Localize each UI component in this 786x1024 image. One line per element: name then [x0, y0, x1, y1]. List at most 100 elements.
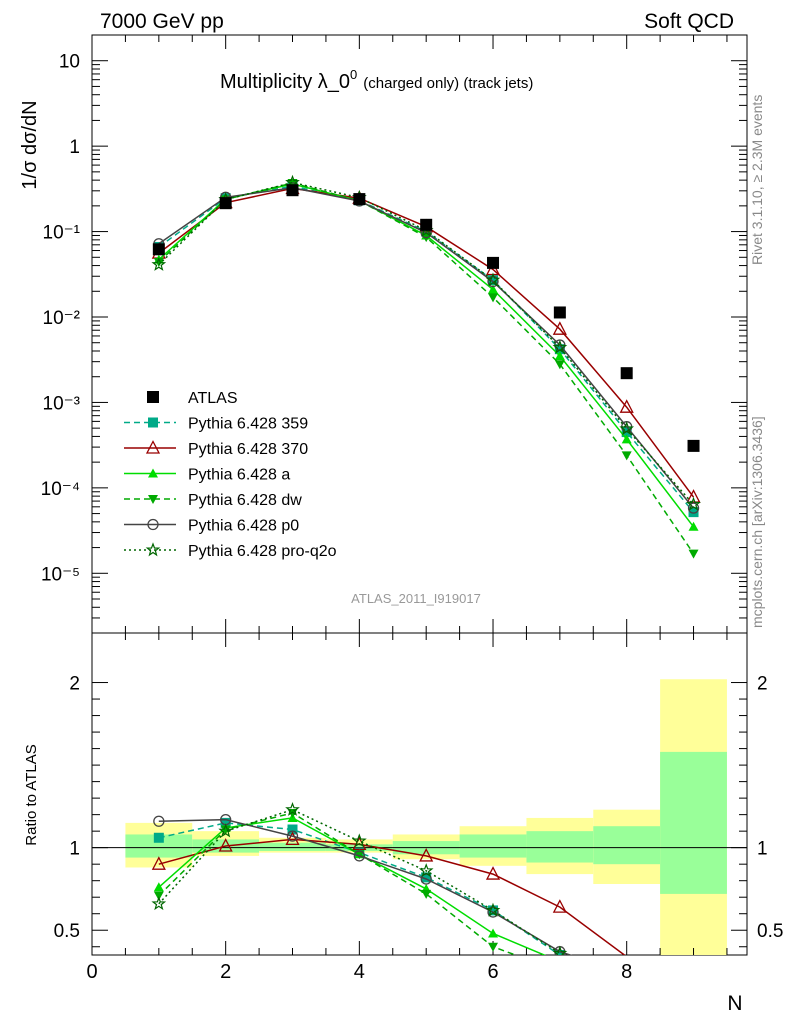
- ratio-tick-label-right: 1: [757, 839, 768, 860]
- series-point-5: [686, 496, 701, 511]
- y-tick-label: 10⁻¹: [43, 223, 81, 244]
- ratio-point-2: [153, 882, 164, 892]
- x-tick-label: 6: [487, 961, 498, 983]
- legend-label-3: Pythia 6.428 dw: [188, 492, 302, 509]
- chart-title-main: Multiplicity λ_0: [220, 71, 350, 93]
- band-green-6: [526, 831, 594, 863]
- ratio-panel-frame: [91, 632, 748, 956]
- series-point-2: [621, 434, 632, 444]
- header-right: Soft QCD: [644, 10, 734, 33]
- atlas-data-point: [286, 184, 299, 197]
- series-point-0: [488, 275, 499, 286]
- series-point-5: [619, 421, 635, 436]
- legend-marker-atlas: [147, 391, 159, 403]
- series-point-2: [488, 284, 499, 294]
- ratio-point-0: [488, 905, 499, 916]
- ratio-tick-label-right: 0.5: [757, 921, 783, 942]
- ratio-tick-label: 1: [69, 839, 80, 860]
- ratio-uncertainty-bands: [92, 679, 747, 955]
- ratio-point-5: [485, 902, 501, 917]
- series-point-2: [688, 521, 699, 531]
- x-tick-label: 4: [354, 961, 365, 983]
- legend-entry-atlas: ATLAS: [147, 390, 238, 407]
- y-axis-label: 1/σ dσ/dN: [19, 100, 41, 189]
- ratio-point-5: [218, 823, 234, 838]
- y-tick-label: 10⁻²: [43, 308, 81, 329]
- ratio-point-1: [151, 856, 166, 870]
- legend-marker-2: [148, 468, 158, 478]
- ratio-point-0: [153, 832, 164, 843]
- chart-title-rest: (charged only) (track jets): [363, 75, 533, 92]
- ratio-point-4: [153, 815, 165, 827]
- band-green-0: [125, 834, 193, 858]
- ratio-series-clipped: [151, 801, 626, 955]
- ratio-point-5: [418, 863, 434, 877]
- ratio-point-2: [488, 928, 499, 938]
- ratio-point-3: [153, 891, 164, 901]
- ratio-line-4: [158, 818, 573, 955]
- legend-entry-2: Pythia 6.428 a: [124, 467, 290, 484]
- ratio-point-1: [285, 831, 300, 846]
- legend-marker-3: [148, 495, 158, 504]
- atlas-data-point: [152, 243, 165, 256]
- atlas-data-point: [353, 193, 366, 206]
- header-left: 7000 GeV pp: [100, 10, 224, 33]
- axis-ticks: 0 2 4 6 8 10⁻⁵ 10⁻⁴ 10⁻³ 10⁻² 10⁻¹ 1 10 0.5 0.5 1 1 2 2: [41, 34, 783, 983]
- analysis-label: ATLAS_2011_I919017: [351, 591, 481, 606]
- legend-label-2: Pythia 6.428 a: [188, 467, 290, 484]
- ratio-point-1: [552, 899, 567, 913]
- atlas-data-point: [487, 256, 500, 269]
- legend-label-0: Pythia 6.428 359: [188, 416, 308, 433]
- series-point-1: [686, 489, 701, 503]
- ratio-point-5: [351, 833, 367, 848]
- ratio-point-0: [421, 872, 432, 883]
- legend-marker-1: [145, 440, 161, 454]
- x-tick-label: 0: [86, 961, 97, 983]
- atlas-data-point: [420, 218, 433, 231]
- ratio-line-5: [158, 808, 568, 955]
- ratio-point-3: [421, 889, 432, 899]
- ratio-point-5: [151, 896, 167, 911]
- y-tick-label: 10⁻⁵: [41, 564, 80, 585]
- series-point-2: [554, 350, 565, 360]
- ratio-point-3: [220, 825, 231, 835]
- series-point-3: [688, 549, 699, 559]
- ratio-point-1: [485, 866, 501, 880]
- y-tick-label: 1: [69, 137, 80, 158]
- ratio-point-4: [487, 906, 499, 918]
- ratio-point-5: [552, 945, 568, 955]
- ratio-point-4: [286, 830, 299, 842]
- atlas-data-point: [553, 306, 566, 319]
- ratio-point-0: [287, 824, 298, 835]
- legend-label-atlas: ATLAS: [188, 390, 238, 407]
- series-point-3: [488, 293, 499, 303]
- chart-title-sup: 0: [350, 67, 357, 82]
- legend-entry-5: Pythia 6.428 pro-q2o: [124, 542, 337, 560]
- ratio-point-5: [285, 801, 300, 816]
- y-tick-label: 10: [59, 52, 80, 73]
- mcplots-label: mcplots.cern.ch [arXiv:1306.3436]: [749, 416, 765, 628]
- ratio-series-layer: [151, 801, 626, 955]
- legend: ATLAS Pythia 6.428 359 Pythia 6.428 370 Pyt…: [124, 390, 337, 560]
- ratio-tick-label: 0.5: [54, 921, 80, 942]
- series-point-0: [554, 344, 565, 355]
- x-tick-label: 2: [220, 961, 231, 983]
- ratio-point-3: [488, 942, 499, 952]
- x-tick-label: 8: [621, 961, 632, 983]
- band-green-2: [259, 842, 326, 851]
- ratio-point-4: [353, 850, 365, 862]
- legend-marker-4: [147, 518, 159, 531]
- atlas-data-point: [620, 367, 633, 380]
- legend-marker-5: [145, 542, 161, 557]
- ratio-tick-label: 2: [69, 674, 80, 695]
- ratio-point-0: [554, 950, 565, 955]
- legend-entry-3: Pythia 6.428 dw: [124, 492, 302, 509]
- y-tick-label: 10⁻³: [43, 393, 81, 414]
- series-point-5: [151, 256, 167, 271]
- series-point-1: [552, 321, 567, 335]
- ratio-axis-label: Ratio to ATLAS: [23, 744, 40, 845]
- legend-label-1: Pythia 6.428 370: [188, 441, 308, 458]
- band-green-5: [459, 834, 527, 858]
- ratio-point-1: [218, 838, 233, 852]
